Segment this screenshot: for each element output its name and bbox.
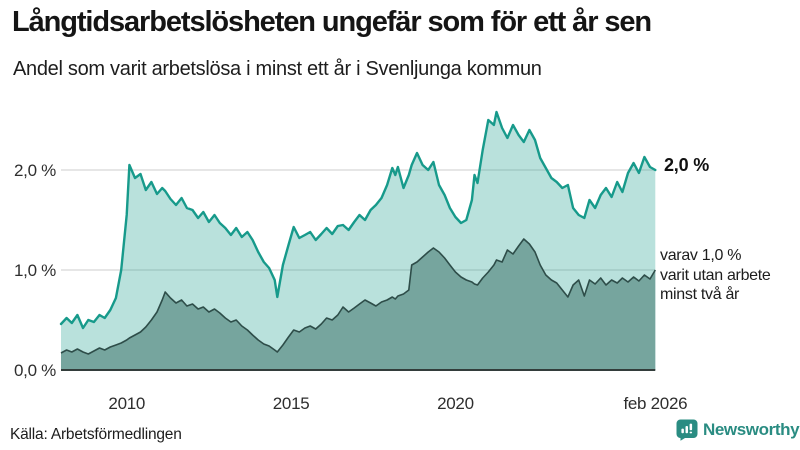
x-tick-label: feb 2026 [623,394,688,413]
line-one-year [59,110,657,330]
x-tick-label: 2020 [437,394,474,413]
page-title: Långtidsarbetslösheten ungefär som för e… [12,6,652,38]
newsworthy-icon [676,419,698,441]
two-year-annotation: varav 1,0 % varit utan arbete minst två … [660,247,771,303]
source-credit: Källa: Arbetsförmedlingen [10,426,182,443]
area-two-years [61,239,656,370]
brand-name: Newsworthy [703,420,800,439]
y-tick-label: 2,0 % [14,161,56,180]
chart-subtitle: Andel som varit arbetslösa i minst ett å… [13,58,542,80]
x-tick-label: 2015 [272,394,310,413]
end-value-label: 2,0 % [664,155,710,175]
line-two-years [60,238,656,355]
newsworthy-logo: Newsworthy [676,419,800,441]
x-tick-label: 2010 [108,394,146,413]
y-tick-label: 0,0 % [14,361,56,380]
y-tick-label: 1,0 % [14,261,56,280]
